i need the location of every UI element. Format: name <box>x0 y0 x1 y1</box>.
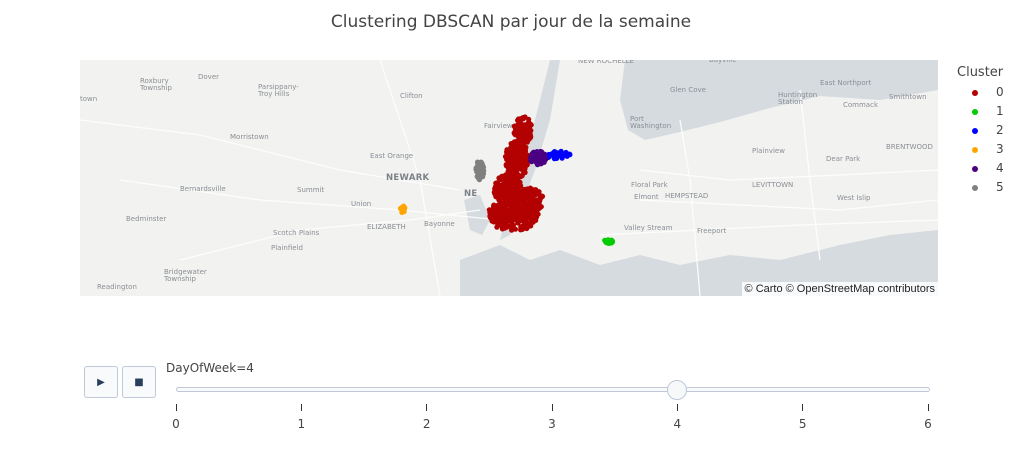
place-label: Readington <box>97 283 137 291</box>
place-label: Bayville <box>709 60 737 64</box>
map-canvas[interactable]: town Roxbury Township Dover Parsippany- Tro… <box>80 60 938 296</box>
legend-item[interactable]: 2 <box>957 122 1017 141</box>
play-button[interactable]: ▶ <box>84 366 118 398</box>
cluster-5-points <box>473 159 487 183</box>
place-label: Dear Park <box>826 155 861 163</box>
place-label: Summit <box>297 186 325 194</box>
place-label: LEVITTOWN <box>752 181 794 189</box>
cluster-0-points <box>513 185 546 215</box>
place-label: Floral Park <box>631 181 668 189</box>
place-label: Parsippany- Troy Hills <box>258 83 299 98</box>
place-label: Morristown <box>230 133 269 141</box>
long-island-sound <box>620 60 938 140</box>
slider-tick-label[interactable]: 3 <box>548 417 556 431</box>
roads <box>80 60 938 296</box>
cluster-3-points <box>397 203 408 215</box>
play-icon: ▶ <box>97 376 105 388</box>
place-label: Freeport <box>697 227 727 235</box>
slider-current-value: DayOfWeek=4 <box>166 361 254 375</box>
legend-marker <box>972 147 978 153</box>
place-label: Union <box>351 200 372 208</box>
legend-item[interactable]: 5 <box>957 179 1017 198</box>
place-label: Elmont <box>634 193 659 201</box>
chart-title: Clustering DBSCAN par jour de la semaine <box>330 12 692 32</box>
legend-marker <box>972 109 978 115</box>
slider-tick-label[interactable]: 5 <box>798 417 807 431</box>
map-basemap <box>80 60 938 296</box>
legend-label: 5 <box>996 180 1004 194</box>
map-attribution[interactable]: © Carto © OpenStreetMap contributors <box>741 282 938 296</box>
legend-label: 3 <box>996 142 1004 156</box>
legend-label: 0 <box>996 85 1004 99</box>
slider-tick <box>426 404 428 411</box>
place-label: Smithtown <box>889 93 927 101</box>
legend-item[interactable]: 4 <box>957 160 1017 179</box>
slider-tick-label[interactable]: 1 <box>297 417 306 431</box>
newark-bay <box>464 195 490 235</box>
stop-icon: ■ <box>134 376 144 388</box>
legend-label: 1 <box>996 104 1004 118</box>
place-label: NE <box>464 189 478 199</box>
place-label: Fairview <box>484 122 513 130</box>
place-label: Bridgewater Township <box>164 268 207 283</box>
place-label: HEMPSTEAD <box>665 192 709 200</box>
cluster-0-points <box>502 138 532 182</box>
legend-item[interactable]: 0 <box>957 84 1017 103</box>
place-label: Roxbury Township <box>140 77 173 92</box>
slider-tick <box>175 404 177 411</box>
slider-tick <box>300 404 302 411</box>
cluster-1-points <box>602 237 616 246</box>
place-label: NEWARK <box>386 173 430 183</box>
place-label: Glen Cove <box>670 86 706 94</box>
place-label: East Orange <box>370 152 414 160</box>
cluster-0-points <box>486 196 541 233</box>
legend-marker <box>972 90 978 96</box>
slider-tick <box>927 404 929 411</box>
slider-tick-label[interactable]: 0 <box>172 417 180 431</box>
legend-item[interactable]: 3 <box>957 141 1017 160</box>
legend: Cluster 0 1 2 3 4 5 <box>957 65 1017 198</box>
stop-button[interactable]: ■ <box>122 366 156 398</box>
place-label: ELIZABETH <box>367 223 406 231</box>
slider-handle[interactable] <box>667 380 688 400</box>
place-label: West Islip <box>837 194 871 202</box>
place-label: town <box>80 95 98 103</box>
place-label: Bayonne <box>424 220 455 228</box>
slider-tick-label[interactable]: 2 <box>422 417 431 431</box>
slider-tick <box>802 404 804 411</box>
place-label: Scotch Plains <box>273 229 320 237</box>
slider-tick <box>551 404 553 411</box>
legend-marker <box>972 166 978 172</box>
place-label: NEW ROCHELLE <box>578 60 634 65</box>
place-label: Plainfield <box>271 244 303 252</box>
legend-title: Cluster <box>957 65 1004 80</box>
place-label: Dover <box>198 73 219 81</box>
place-label: Bedminster <box>126 215 167 223</box>
cluster-4-points <box>527 148 549 168</box>
legend-item[interactable]: 1 <box>957 103 1017 122</box>
place-label: Port Washington <box>630 115 672 130</box>
legend-marker <box>972 128 978 134</box>
legend-label: 4 <box>996 161 1004 175</box>
atlantic-ocean <box>460 230 938 296</box>
slider-tick-label[interactable]: 4 <box>673 417 682 431</box>
place-label: East Northport <box>820 79 872 87</box>
slider-tick <box>676 404 678 411</box>
place-label: Plainview <box>752 147 785 155</box>
slider-tick-label[interactable]: 6 <box>924 417 932 431</box>
place-label: Bernardsville <box>180 185 226 193</box>
place-label: Huntington Station <box>778 91 818 106</box>
legend-label: 2 <box>996 123 1004 137</box>
cluster-points <box>397 114 616 246</box>
place-label: BRENTWOOD <box>886 143 933 151</box>
place-label: Commack <box>843 101 878 109</box>
place-label: Clifton <box>400 92 423 100</box>
slider-rail[interactable] <box>176 387 930 392</box>
place-label: Valley Stream <box>624 224 673 232</box>
legend-marker <box>972 185 978 191</box>
